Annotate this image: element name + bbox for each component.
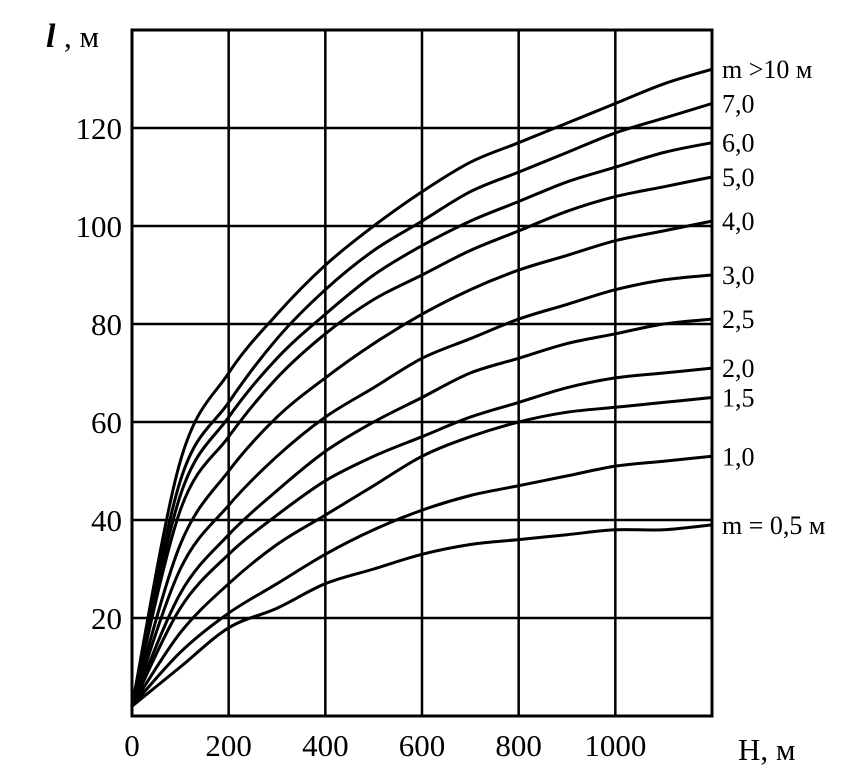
series-curve-3 <box>130 175 714 708</box>
series-labels: m >10 м 7,0 6,0 5,0 4,0 3,0 2,5 2,01,5 1,0 m = 0,… <box>722 55 825 540</box>
x-tick-label: 400 <box>302 728 349 763</box>
y-tick-label: 20 <box>91 601 122 636</box>
x-tick-label: 1000 <box>584 728 646 763</box>
series-label: 1,0 <box>722 442 755 471</box>
y-tick-label: 80 <box>91 307 122 342</box>
series-label: 2,0 <box>722 354 755 383</box>
x-tick-label: 800 <box>495 728 542 763</box>
x-tick-label: 600 <box>399 728 446 763</box>
series-curve-5 <box>130 273 714 708</box>
y-tick-label: 100 <box>76 209 123 244</box>
series-label: 1,5 <box>722 384 755 413</box>
series-label: 7,0 <box>722 90 755 119</box>
grid-lines <box>132 30 712 716</box>
y-axis-title-unit: , м <box>64 19 99 54</box>
series-label: 5,0 <box>722 163 755 192</box>
x-axis-title: Н, м <box>738 732 796 767</box>
series-curve-4 <box>130 219 714 708</box>
series-curve-7 <box>130 366 714 708</box>
y-axis-title-symbol: l <box>46 18 56 55</box>
series-curve-10 <box>130 523 714 708</box>
series-label: 3,0 <box>722 261 755 290</box>
y-tick-label: 120 <box>76 111 123 146</box>
series-label: 4,0 <box>722 207 755 236</box>
series-curve-8 <box>130 396 714 708</box>
series-curve-2 <box>130 141 714 708</box>
series-curve-0 <box>130 67 714 708</box>
tick-labels: 0 200 400 600 800 1000 20 40 60 80 100 120 <box>76 111 647 763</box>
series-curve-1 <box>130 102 714 708</box>
y-tick-label: 60 <box>91 405 122 440</box>
series-label: m >10 м <box>722 55 812 84</box>
series-label: m = 0,5 м <box>722 511 825 540</box>
curves <box>130 67 714 708</box>
x-tick-label: 0 <box>124 728 140 763</box>
plot-frame <box>130 28 714 718</box>
series-curve-9 <box>130 454 714 708</box>
series-label: 2,5 <box>722 305 755 334</box>
series-curve-6 <box>130 317 714 708</box>
series-label: 6,0 <box>722 129 755 158</box>
y-tick-label: 40 <box>91 503 122 538</box>
x-tick-label: 200 <box>205 728 252 763</box>
